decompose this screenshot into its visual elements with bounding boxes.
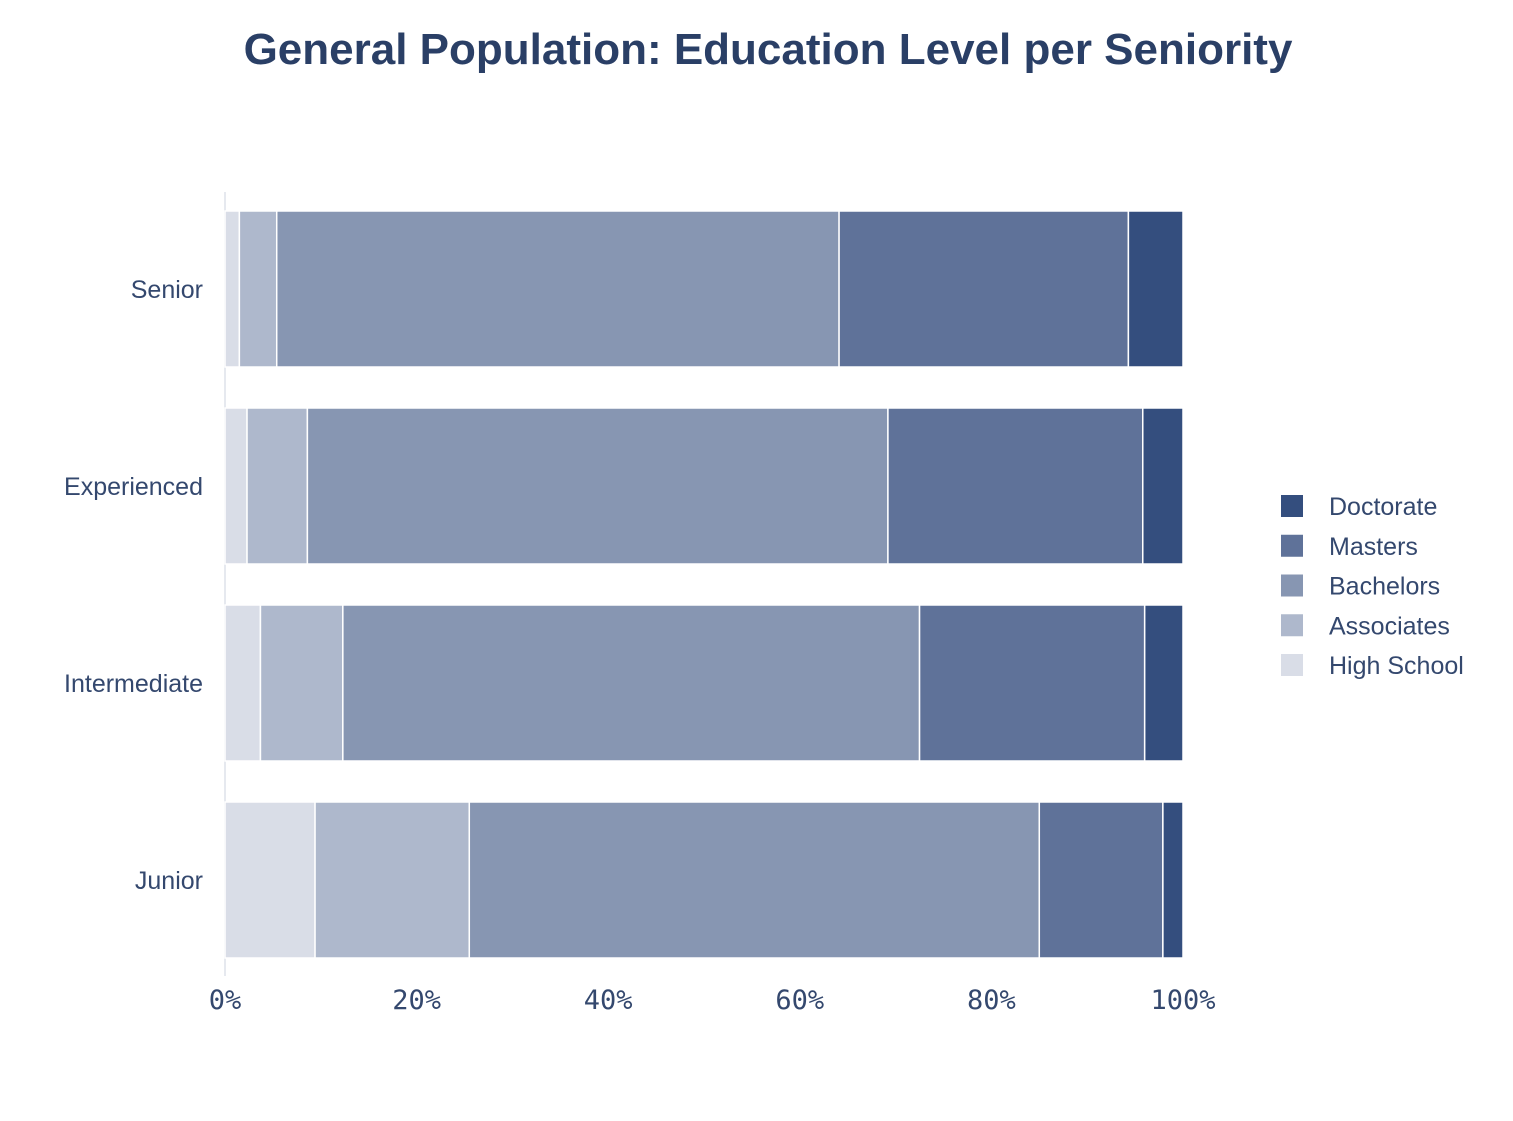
legend-label: Bachelors	[1329, 573, 1440, 601]
legend-label: Doctorate	[1329, 493, 1437, 521]
x-tick-label: 20%	[392, 985, 441, 1016]
x-tick-label: 100%	[1150, 985, 1215, 1016]
legend-swatch-doctorate	[1281, 495, 1303, 517]
x-tick-label: 40%	[584, 985, 633, 1016]
category-label: Senior	[131, 276, 203, 304]
bars-group	[224, 210, 1184, 959]
legend-swatch-bachelors	[1281, 574, 1303, 597]
legend-label: Masters	[1329, 533, 1418, 561]
bar-segment-senior-doctorate	[1127, 210, 1184, 368]
legend-swatch-associates	[1281, 614, 1303, 637]
legend: Doctorate Masters Bachelors Associates High …	[1281, 493, 1464, 680]
legend-label: Associates	[1329, 612, 1450, 640]
bar-segment-experienced-doctorate	[1142, 407, 1184, 565]
bar-segment-junior-masters	[1038, 801, 1164, 959]
bar-segment-experienced-masters	[887, 407, 1144, 565]
bar-segment-senior-associates	[238, 210, 278, 368]
bar-segment-intermediate-masters	[918, 604, 1146, 762]
bar-segment-intermediate-doctorate	[1143, 604, 1184, 762]
bar-segment-junior-associates	[314, 801, 471, 959]
bar-segment-senior-high-school	[224, 210, 241, 368]
x-tick-label: 60%	[775, 985, 824, 1016]
x-tick-label: 0%	[209, 985, 242, 1016]
category-label: Junior	[135, 867, 203, 895]
bar-segment-senior-masters	[838, 210, 1130, 368]
bar-segment-experienced-high-school	[224, 407, 248, 565]
bar-segment-experienced-associates	[246, 407, 309, 565]
x-axis-ticks: 0% 20% 40% 60% 80% 100%	[209, 985, 1216, 1016]
legend-swatch-high-school	[1281, 654, 1303, 676]
bar-segment-senior-bachelors	[275, 210, 840, 368]
bar-segment-intermediate-high-school	[224, 604, 262, 762]
legend-swatch-masters	[1281, 534, 1303, 557]
bar-segment-junior-high-school	[224, 801, 316, 959]
bar-segment-junior-bachelors	[468, 801, 1041, 959]
bar-segment-intermediate-bachelors	[342, 604, 921, 762]
x-tick-label: 80%	[967, 985, 1016, 1016]
legend-label: High School	[1329, 652, 1464, 680]
bar-segment-experienced-bachelors	[306, 407, 889, 565]
category-label: Intermediate	[64, 670, 203, 698]
category-label: Experienced	[64, 473, 203, 501]
bar-segment-intermediate-associates	[259, 604, 344, 762]
bar-segment-junior-doctorate	[1162, 801, 1184, 959]
chart-title: General Population: Education Level per …	[244, 25, 1293, 74]
category-labels: Senior Experienced Intermediate Junior	[64, 276, 203, 895]
